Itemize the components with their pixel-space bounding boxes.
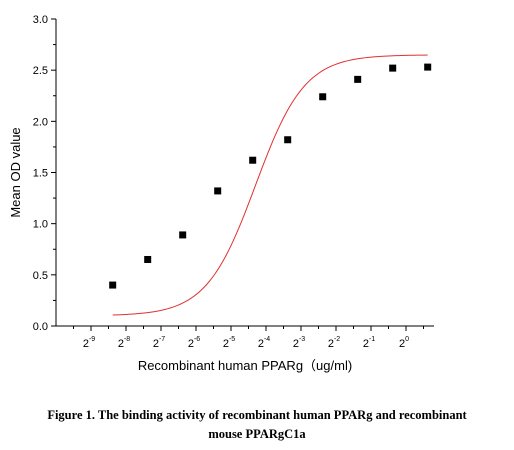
y-tick-label: 1.5 [33, 168, 48, 180]
x-axis-title: Recombinant human PPARg（ug/ml) [138, 358, 352, 373]
data-point-2 [144, 255, 152, 263]
x-tick-label: 2-9 [83, 336, 95, 350]
fit-curve-group [112, 54, 428, 316]
data-points [109, 63, 432, 289]
fit-curve [112, 54, 428, 316]
y-tick-label: 2.5 [33, 65, 48, 77]
data-point-1 [109, 281, 117, 289]
data-point-5 [249, 156, 257, 164]
x-tick-label: 20 [399, 336, 409, 350]
x-tick-label: 2-3 [293, 336, 305, 350]
x-tick-label: 2-5 [223, 336, 235, 350]
data-point-7 [319, 93, 327, 101]
y-tick-label: 1.0 [33, 219, 48, 231]
data-point-3 [179, 231, 187, 239]
x-tick-label: 2-8 [118, 336, 130, 350]
x-tick-label: 2-4 [258, 336, 270, 350]
data-point-10 [424, 63, 432, 71]
caption-line-2: mouse PPARgC1a [208, 427, 306, 441]
figure-caption: Figure 1. The binding activity of recomb… [0, 406, 514, 444]
y-tick-label: 2.0 [33, 116, 48, 128]
data-point-4 [214, 187, 222, 195]
y-tick-label: 0.5 [33, 270, 48, 282]
caption-line-1: Figure 1. The binding activity of recomb… [47, 408, 467, 422]
axis-labels: Recombinant human PPARg（ug/ml) Mean OD va… [8, 127, 352, 373]
data-point-6 [284, 136, 292, 144]
y-tick-label: 3.0 [33, 14, 48, 26]
x-tick-label: 2-6 [188, 336, 200, 350]
x-tick-label: 2-2 [328, 336, 340, 350]
axes: 0.0 0.5 1.0 1.5 2.0 2.5 3.0 2-9 2-8 2-7 2-6 2-5 2-4 2… [33, 14, 434, 350]
data-point-8 [354, 75, 362, 83]
x-tick-label: 2-7 [153, 336, 165, 350]
x-tick-label: 2-1 [363, 336, 375, 350]
y-tick-label: 0.0 [33, 321, 48, 333]
data-point-9 [389, 64, 397, 72]
y-axis-title: Mean OD value [8, 127, 23, 217]
